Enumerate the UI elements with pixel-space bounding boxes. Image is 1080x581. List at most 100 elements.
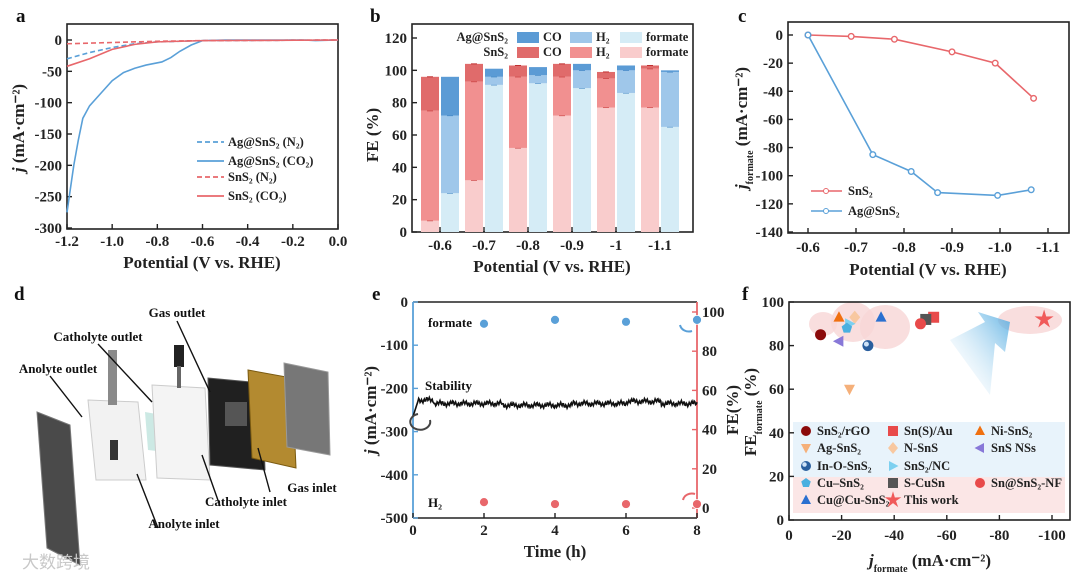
y-tick-label: 0 [400,225,408,241]
data-point [1027,186,1035,194]
label-part: (mA·cm⁻²) [732,67,751,150]
bar-sns2-formate [421,220,439,232]
y-tick-label: 0 [776,28,784,44]
y-tick-label: 60 [392,128,407,144]
legend-label: Ag@SnS₂ [848,204,900,218]
legend-label: Sn@SnS₂-NF [991,476,1062,490]
legend-label: Cu–SnS₂ [817,476,864,490]
scatter-point [841,322,853,333]
legend-marker [801,494,811,504]
x-tick-label: 6 [622,523,630,539]
series-label: formate [428,315,472,330]
trend-arrow [950,312,1010,395]
bar-sns2-CO [465,63,483,82]
y-tick-label: 100 [385,63,408,79]
y-tick-label: -150 [35,127,63,143]
y-tick-label: 20 [702,462,717,478]
y-tick-label: -500 [381,511,409,527]
x-axis-title: Potential (V vs. RHE) [123,253,280,272]
x-tick-label: -0.6 [191,234,215,250]
x-tick-label: -0.9 [560,238,584,254]
x-tick-label: -60 [937,528,957,544]
gas-connector [174,345,184,367]
y-tick-label: -40 [763,84,783,100]
bar-ag-CO [441,76,459,116]
legend-marker [823,188,829,194]
fe-point-h2 [550,499,560,509]
bar-sns2-H2 [641,68,659,108]
x-tick-label: -1.1 [648,238,672,254]
fe-point-h2 [621,499,631,509]
y-axis-title: FEformate (%) [741,368,765,456]
panel-letter-f: f [742,284,749,305]
y-tick-label: -300 [35,221,63,237]
label-part: formate [754,400,765,434]
x-tick-label: -1.1 [1036,240,1060,256]
x-tick-label: 0 [409,523,417,539]
scatter-point [832,335,844,347]
bar-sns2-CO [597,71,615,79]
stability-annotation: Stability [425,378,472,393]
diagram-label: Catholyte inlet [205,494,288,509]
legend-swatch [570,47,592,58]
legend-marker [801,478,811,488]
y-tick-label: -200 [381,381,409,397]
bar-sns2-CO [421,76,439,111]
y-tick-label: -80 [763,141,783,157]
bar-sns2-formate [641,107,659,232]
label-part: FE [741,434,760,456]
label-part: j [732,184,751,192]
y-axis-title-left: j (mA·cm⁻²) [361,366,380,457]
x-tick-label: -40 [884,528,904,544]
panel-f-frame [788,301,1071,521]
fe-point-formate [621,316,631,327]
x-axis-title: Potential (V vs. RHE) [473,257,630,276]
legend-label: Ag@SnS₂ (N₂) [228,135,304,149]
anolyte-outlet-tube [108,350,117,405]
x-tick-label: 2 [480,523,488,539]
panel-letter-d: d [14,284,25,305]
scatter-point-highlight [863,341,869,347]
bar-ag-formate [529,83,547,233]
pointer-arrow [176,320,211,393]
diagram-label: Gas inlet [287,480,337,495]
y-tick-label: -60 [763,112,783,128]
panel-letter-c: c [738,6,746,27]
y-tick-label: -100 [756,169,784,185]
x-tick-label: -1.2 [55,234,79,250]
data-point [1030,94,1038,102]
label-part: j [866,551,874,570]
legend-label: CO [543,45,562,59]
pointer-arrow [257,447,271,493]
flow-cell-illustration [36,320,331,566]
legend-label: formate [646,30,689,44]
y-tick-label: -300 [381,425,409,441]
data-point [890,35,898,43]
data-point [847,32,855,40]
y-tick-label: -200 [35,158,63,174]
legend-marker [823,208,829,214]
y-axis-title: j (mA·cm⁻²) [9,84,28,175]
x-tick-label: -20 [832,528,852,544]
scatter-point [815,329,827,341]
y-tick-label: -100 [381,338,409,354]
x-tick-label: -0.2 [281,234,305,250]
y-axis-title: jformate (mA·cm⁻²) [732,67,756,192]
y-tick-label: 0 [401,295,409,311]
bar-ag-H2 [485,76,503,85]
bar-sns2-H2 [465,81,483,181]
label-part: (mA·cm⁻²) [361,366,380,449]
legend-label: SnS₂/rGO [817,424,870,438]
x-tick-label: -0.4 [236,234,260,250]
bar-sns2-formate [597,107,615,232]
x-tick-label: -0.8 [516,238,540,254]
legend-label: SnS₂ (N₂) [228,170,277,184]
pointer-arrow [97,343,153,403]
legend-group-label: Ag@SnS₂ [456,30,508,44]
bar-sns2-CO [509,65,527,77]
fe-point-formate [692,314,702,325]
y-tick-label: 80 [702,344,717,360]
x-tick-label: 4 [551,523,559,539]
legend-bg-pink [793,477,1065,513]
legend-marker [974,443,984,453]
